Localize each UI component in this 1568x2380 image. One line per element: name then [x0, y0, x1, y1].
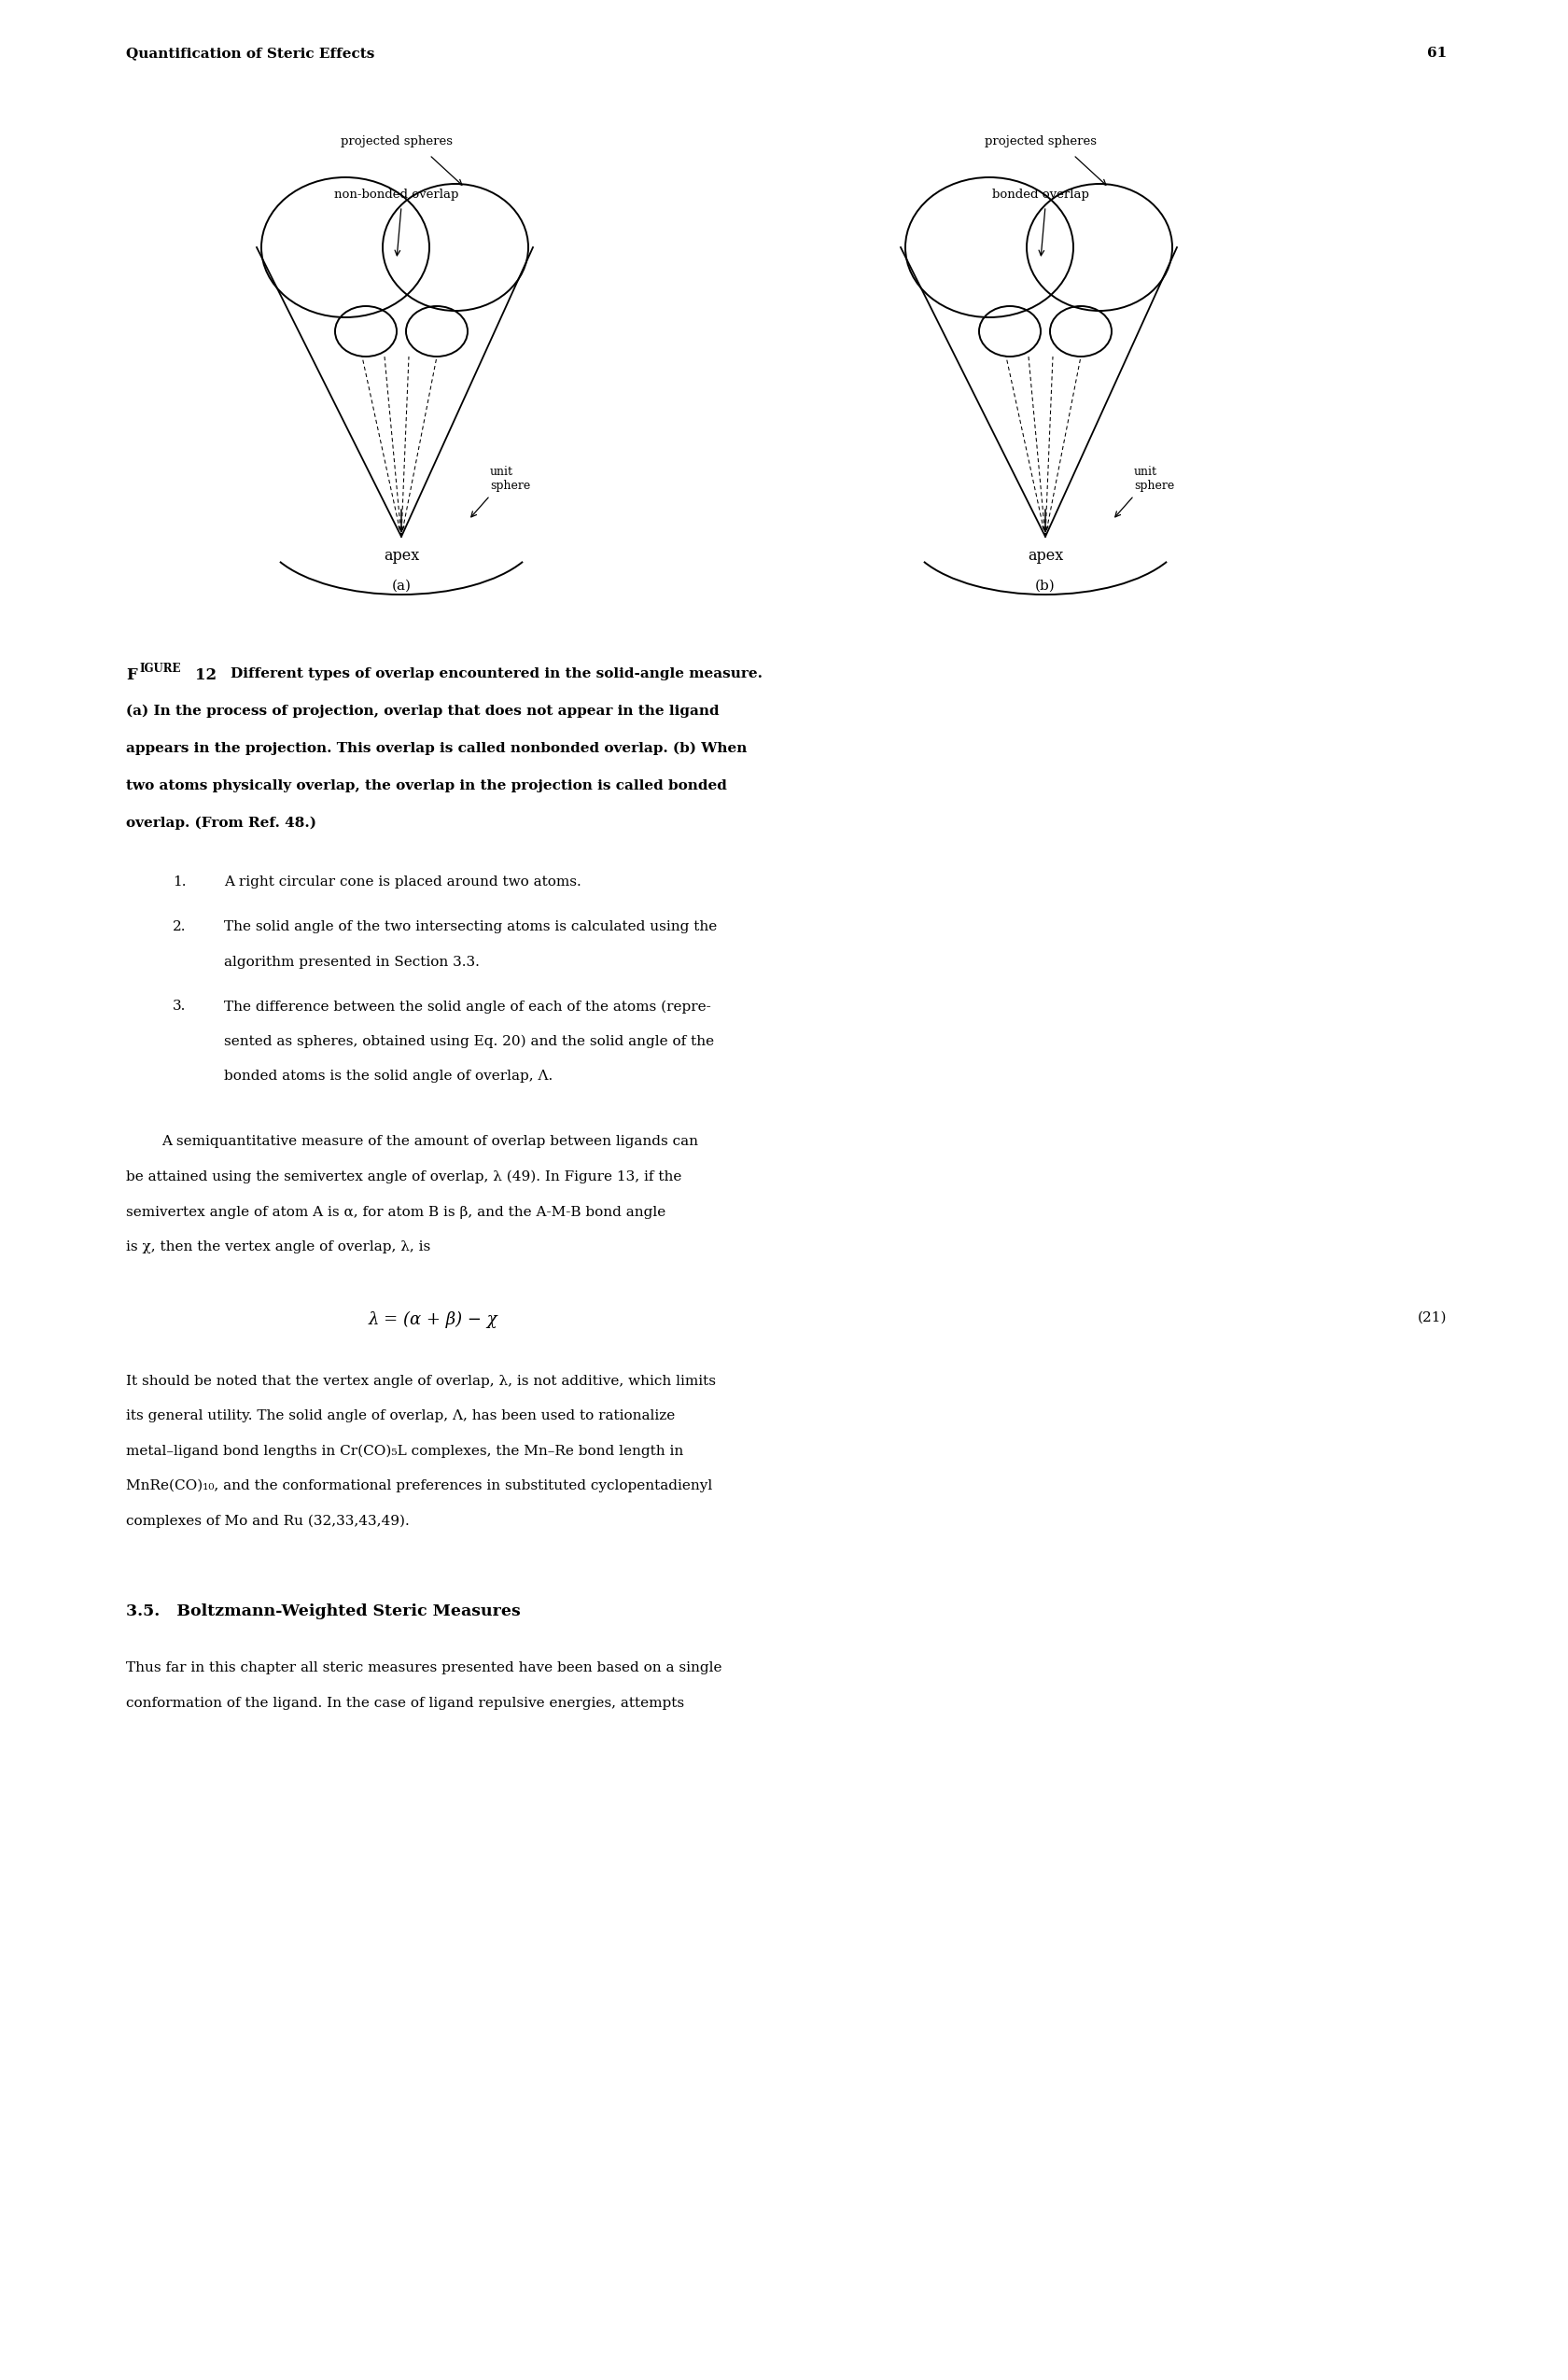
Text: MnRe(CO)₁₀, and the conformational preferences in substituted cyclopentadienyl: MnRe(CO)₁₀, and the conformational prefe… — [125, 1480, 712, 1492]
Text: semivertex angle of atom A is α, for atom B is β, and the A-M-B bond angle: semivertex angle of atom A is α, for ato… — [125, 1204, 665, 1219]
Text: Quantification of Steric Effects: Quantification of Steric Effects — [125, 48, 375, 60]
Text: apex: apex — [1027, 547, 1063, 564]
Text: (a): (a) — [392, 581, 411, 593]
Text: 1.: 1. — [172, 876, 187, 888]
Text: complexes of Mo and Ru (32,33,43,49).: complexes of Mo and Ru (32,33,43,49). — [125, 1514, 409, 1528]
Text: 12: 12 — [194, 666, 216, 683]
Text: two atoms physically overlap, the overlap in the projection is called bonded: two atoms physically overlap, the overla… — [125, 778, 726, 793]
Text: conformation of the ligand. In the case of ligand repulsive energies, attempts: conformation of the ligand. In the case … — [125, 1697, 684, 1709]
Text: The solid angle of the two intersecting atoms is calculated using the: The solid angle of the two intersecting … — [224, 921, 717, 933]
Text: projected spheres: projected spheres — [985, 136, 1096, 148]
Text: unit
sphere: unit sphere — [1134, 466, 1174, 493]
Text: its general utility. The solid angle of overlap, Λ, has been used to rationalize: its general utility. The solid angle of … — [125, 1409, 674, 1423]
Text: metal–ligand bond lengths in Cr(CO)₅L complexes, the Mn–Re bond length in: metal–ligand bond lengths in Cr(CO)₅L co… — [125, 1445, 684, 1459]
Text: overlap. (From Ref. 48.): overlap. (From Ref. 48.) — [125, 816, 317, 831]
Text: (21): (21) — [1416, 1311, 1446, 1323]
Text: 2.: 2. — [172, 921, 187, 933]
Text: (a) In the process of projection, overlap that does not appear in the ligand: (a) In the process of projection, overla… — [125, 704, 718, 719]
Text: λ = (α + β) − χ: λ = (α + β) − χ — [368, 1311, 497, 1328]
Text: Different types of overlap encountered in the solid-angle measure.: Different types of overlap encountered i… — [230, 666, 762, 681]
Text: 61: 61 — [1425, 48, 1446, 60]
Text: Thus far in this chapter all steric measures presented have been based on a sing: Thus far in this chapter all steric meas… — [125, 1661, 721, 1676]
Text: is χ, then the vertex angle of overlap, λ, is: is χ, then the vertex angle of overlap, … — [125, 1240, 430, 1254]
Text: (b): (b) — [1035, 581, 1055, 593]
Text: sented as spheres, obtained using Eq. 20) and the solid angle of the: sented as spheres, obtained using Eq. 20… — [224, 1035, 713, 1050]
Text: 3.: 3. — [172, 1000, 187, 1014]
Text: A semiquantitative measure of the amount of overlap between ligands can: A semiquantitative measure of the amount… — [162, 1135, 698, 1150]
Text: appears in the projection. This overlap is called nonbonded overlap. (b) When: appears in the projection. This overlap … — [125, 743, 746, 754]
Text: bonded atoms is the solid angle of overlap, Λ.: bonded atoms is the solid angle of overl… — [224, 1071, 552, 1083]
Text: apex: apex — [383, 547, 419, 564]
Text: unit
sphere: unit sphere — [489, 466, 530, 493]
Text: algorithm presented in Section 3.3.: algorithm presented in Section 3.3. — [224, 954, 480, 969]
Text: projected spheres: projected spheres — [340, 136, 453, 148]
Text: The difference between the solid angle of each of the atoms (repre-: The difference between the solid angle o… — [224, 1000, 710, 1014]
Text: 3.5.   Boltzmann-Weighted Steric Measures: 3.5. Boltzmann-Weighted Steric Measures — [125, 1604, 521, 1618]
Text: bonded overlap: bonded overlap — [991, 188, 1088, 200]
Text: non-bonded overlap: non-bonded overlap — [334, 188, 458, 200]
Text: A right circular cone is placed around two atoms.: A right circular cone is placed around t… — [224, 876, 580, 888]
Text: F: F — [125, 666, 136, 683]
Text: It should be noted that the vertex angle of overlap, λ, is not additive, which l: It should be noted that the vertex angle… — [125, 1373, 715, 1388]
Text: IGURE: IGURE — [140, 664, 180, 676]
Text: be attained using the semivertex angle of overlap, λ (49). In Figure 13, if the: be attained using the semivertex angle o… — [125, 1171, 681, 1183]
